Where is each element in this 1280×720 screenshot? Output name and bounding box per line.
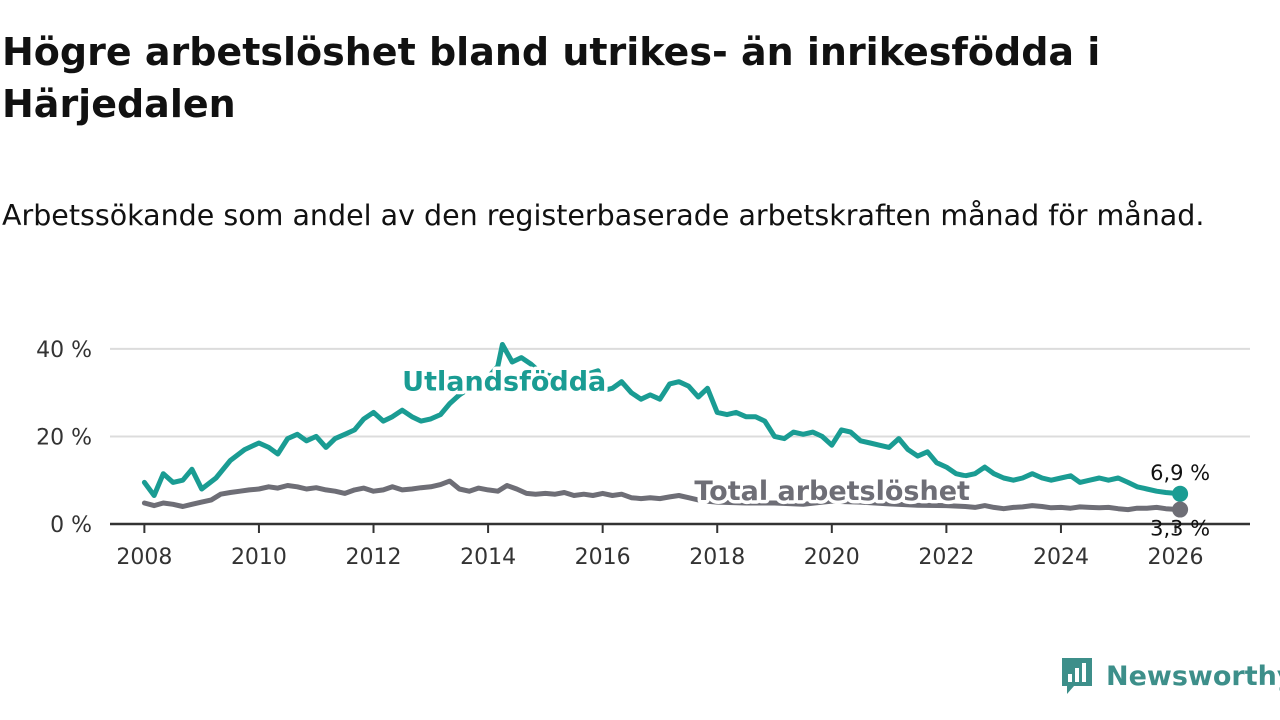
series-name-label: Total arbetslöshet [694,476,970,507]
brand-name: Newsworthy [1106,660,1280,692]
x-tick-label: 2022 [918,545,974,570]
y-tick-label: 40 % [36,338,92,363]
grid-lines [110,347,1250,438]
x-tick-label: 2024 [1033,545,1089,570]
x-tick-label: 2008 [116,545,172,570]
x-tick-label: 2026 [1148,545,1204,570]
x-tick-label: 2020 [804,545,860,570]
line-chart: 0 % 20 % 40 % 2008 2010 2012 2014 2016 2018 2020 2… [36,338,1250,570]
chart-title: Högre arbetslöshet bland utrikes- än inr… [2,30,1101,126]
series-end-point [1172,501,1189,518]
series-line [141,342,1183,498]
series-label-halo: Utlandsfödda [402,366,606,397]
series-label-halo: Total arbetslöshet [694,476,970,507]
series-line [141,478,1183,513]
end-value-label: 3,3 % [1150,517,1210,541]
y-tick-label: 0 % [50,513,92,538]
x-tick-label: 2014 [460,545,516,570]
series-lines [141,342,1189,518]
brand-logo: Newsworthy [1060,655,1280,697]
axes: 0 % 20 % 40 % 2008 2010 2012 2014 2016 2018 2020 2… [36,338,1250,570]
end-value-label: 6,9 % [1150,461,1210,485]
series-end-point [1172,485,1189,502]
y-tick-label: 20 % [36,425,92,450]
x-tick-label: 2010 [231,545,287,570]
series-labels: 6,9 %3,3 %UtlandsföddaUtlandsföddaTotal … [399,363,1210,541]
x-tick-label: 2018 [689,545,745,570]
series-name-label: Utlandsfödda [402,366,606,397]
chart-subtitle: Arbetssökande som andel av den registerb… [2,199,1205,232]
x-tick-label: 2016 [575,545,631,570]
x-tick-label: 2012 [346,545,402,570]
newsworthy-logo-icon [1062,658,1092,694]
